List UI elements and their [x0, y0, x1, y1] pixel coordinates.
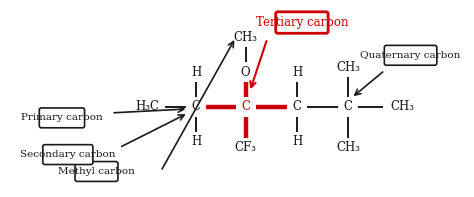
Text: Methyl carbon: Methyl carbon	[58, 167, 135, 176]
FancyBboxPatch shape	[39, 108, 84, 128]
Text: C: C	[344, 100, 353, 113]
Text: CH₃: CH₃	[337, 61, 360, 74]
Text: H: H	[292, 66, 302, 79]
Text: H₃C: H₃C	[135, 100, 159, 113]
Text: Primary carbon: Primary carbon	[21, 113, 103, 122]
FancyBboxPatch shape	[75, 162, 118, 181]
FancyBboxPatch shape	[276, 12, 328, 33]
Text: Secondary carbon: Secondary carbon	[20, 150, 116, 159]
Text: CF₃: CF₃	[235, 141, 256, 154]
Text: C: C	[241, 100, 250, 113]
Text: C: C	[192, 100, 201, 113]
Text: Quaternary carbon: Quaternary carbon	[360, 51, 461, 60]
Text: O: O	[241, 66, 250, 79]
Text: CH₃: CH₃	[391, 100, 415, 113]
Text: Tertiary carbon: Tertiary carbon	[255, 16, 348, 29]
Text: C: C	[292, 100, 301, 113]
Text: CH₃: CH₃	[337, 141, 360, 154]
Text: H: H	[292, 135, 302, 148]
Text: H: H	[191, 66, 201, 79]
FancyBboxPatch shape	[384, 45, 437, 65]
FancyBboxPatch shape	[43, 145, 93, 164]
Text: H: H	[191, 135, 201, 148]
Text: CH₃: CH₃	[234, 31, 258, 44]
